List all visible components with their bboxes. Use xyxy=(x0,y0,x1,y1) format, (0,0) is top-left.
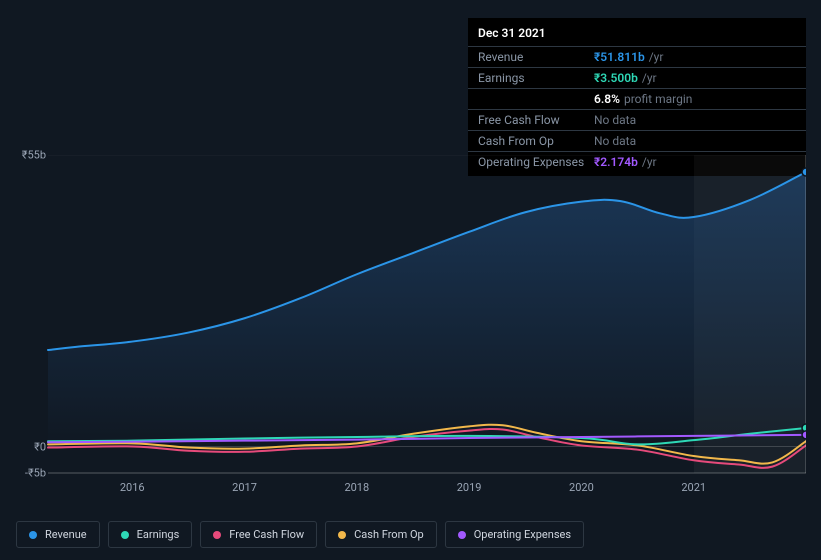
y-axis-tick: ₹55b xyxy=(22,149,46,162)
legend-item[interactable]: Free Cash Flow xyxy=(200,521,317,548)
chart-svg xyxy=(16,155,806,475)
x-axis-tick: 2019 xyxy=(457,481,482,494)
legend-label: Operating Expenses xyxy=(474,528,571,541)
chart-tooltip: Dec 31 2021 Revenue₹51.811b/yrEarnings₹3… xyxy=(468,18,806,176)
tooltip-row-label: Cash From Op xyxy=(478,134,594,148)
tooltip-row-label: Free Cash Flow xyxy=(478,113,594,127)
legend-item[interactable]: Cash From Op xyxy=(325,521,437,548)
legend-item[interactable]: Earnings xyxy=(108,521,193,548)
financials-chart[interactable]: ₹55b₹0-₹5b 201620172018201920202021 xyxy=(16,155,806,500)
legend-dot-icon xyxy=(29,531,37,539)
legend-item[interactable]: Revenue xyxy=(16,521,100,548)
x-axis-tick: 2017 xyxy=(232,481,257,494)
tooltip-row-value: ₹3.500b/yr xyxy=(594,71,657,85)
tooltip-date: Dec 31 2021 xyxy=(468,22,806,46)
tooltip-row: Revenue₹51.811b/yr xyxy=(468,46,806,67)
tooltip-row: Cash From OpNo data xyxy=(468,130,806,151)
legend-label: Cash From Op xyxy=(354,528,424,541)
legend-item[interactable]: Operating Expenses xyxy=(445,521,584,548)
legend-label: Earnings xyxy=(137,528,180,541)
tooltip-row: Earnings₹3.500b/yr xyxy=(468,67,806,88)
legend-dot-icon xyxy=(121,531,129,539)
tooltip-row-value: 6.8%profit margin xyxy=(594,92,692,106)
tooltip-row-value: ₹51.811b/yr xyxy=(594,50,663,64)
legend-dot-icon xyxy=(213,531,221,539)
x-axis-tick: 2021 xyxy=(681,481,706,494)
tooltip-row-value: No data xyxy=(594,113,636,127)
tooltip-row-label: Earnings xyxy=(478,71,594,85)
legend-dot-icon xyxy=(458,531,466,539)
y-axis-tick: -₹5b xyxy=(25,467,46,480)
chart-legend: Revenue Earnings Free Cash Flow Cash From O… xyxy=(16,521,584,548)
tooltip-row-value: No data xyxy=(594,134,636,148)
legend-dot-icon xyxy=(338,531,346,539)
y-axis-tick: ₹0 xyxy=(34,440,46,453)
x-axis-tick: 2020 xyxy=(569,481,594,494)
legend-label: Free Cash Flow xyxy=(229,528,304,541)
legend-label: Revenue xyxy=(45,528,87,541)
tooltip-row: 6.8%profit margin xyxy=(468,88,806,109)
tooltip-row: Free Cash FlowNo data xyxy=(468,109,806,130)
x-axis-tick: 2018 xyxy=(344,481,369,494)
x-axis-tick: 2016 xyxy=(120,481,145,494)
tooltip-row-label: Revenue xyxy=(478,50,594,64)
